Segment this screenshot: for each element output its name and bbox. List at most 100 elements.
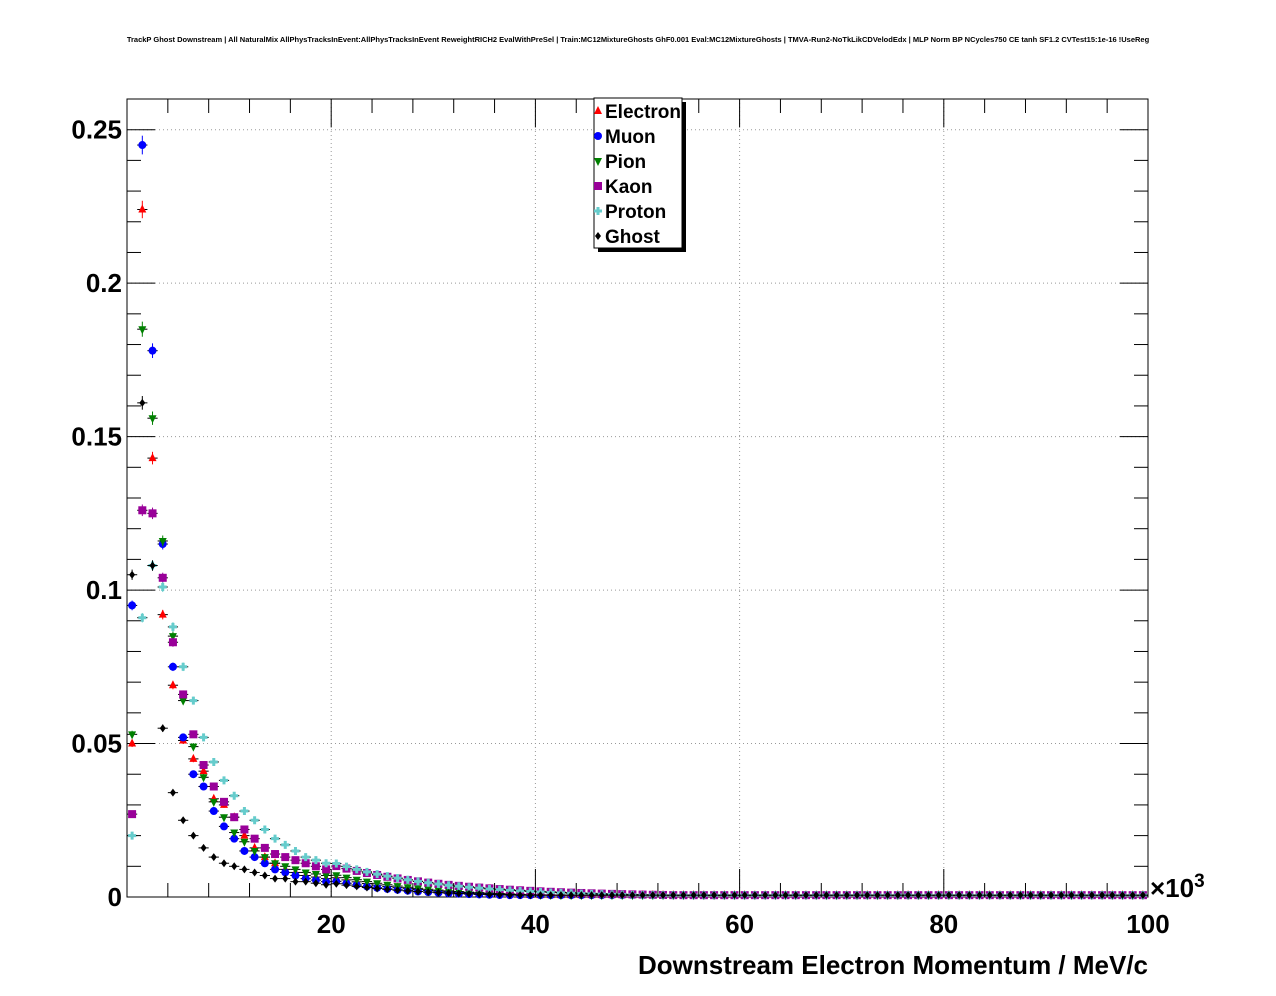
x-tick-label: 20 [317, 909, 346, 939]
data-point [271, 850, 280, 859]
data-point [1037, 891, 1044, 900]
data-point [486, 890, 493, 899]
x-tick-label: 80 [929, 909, 958, 939]
data-point [301, 853, 310, 862]
data-point [404, 886, 411, 895]
data-point [301, 869, 310, 878]
data-point [220, 859, 227, 868]
data-point [475, 884, 484, 893]
data-point [159, 724, 166, 733]
data-point [148, 509, 157, 518]
data-point [813, 891, 820, 900]
series-pion [127, 321, 1148, 901]
data-point [394, 886, 401, 895]
data-point [311, 870, 320, 879]
legend: Electron Muon Pion Kaon Proton Ghost [593, 97, 686, 252]
data-point [311, 856, 320, 865]
data-point [138, 506, 147, 515]
legend-label-ghost: Ghost [605, 227, 661, 248]
legend-marker-proton [594, 207, 602, 215]
data-point [179, 690, 188, 699]
y-tick-labels: 0 0.05 0.1 0.15 0.2 0.25 [71, 115, 122, 912]
data-point [128, 831, 137, 840]
data-point [138, 204, 147, 213]
data-point [158, 583, 167, 592]
data-point [179, 697, 188, 706]
data-point [608, 891, 615, 900]
data-point [148, 415, 157, 424]
data-point [129, 570, 136, 579]
data-point [455, 889, 462, 898]
data-point [966, 891, 973, 900]
x-tick-labels: 20 40 60 80 100 [317, 909, 1170, 939]
data-point [935, 891, 942, 900]
data-point [230, 834, 239, 843]
legend-marker-muon [594, 132, 602, 140]
data-point [802, 891, 809, 900]
data-point [291, 871, 300, 880]
data-point [465, 883, 474, 892]
data-point [629, 891, 636, 900]
series-kaon [127, 504, 1148, 900]
data-point [260, 843, 269, 852]
data-point [179, 662, 188, 671]
data-point [250, 834, 259, 843]
data-point [168, 638, 177, 647]
legend-marker-kaon [594, 182, 602, 190]
data-point [496, 890, 503, 899]
data-point [189, 730, 198, 739]
data-point [260, 825, 269, 834]
data-point [272, 874, 279, 883]
data-point [230, 791, 239, 800]
data-point [199, 782, 208, 791]
data-point [210, 853, 217, 862]
data-point [180, 816, 187, 825]
data-point [414, 887, 421, 896]
data-point [864, 891, 871, 900]
data-point [219, 814, 228, 823]
data-point [158, 609, 167, 618]
data-point [721, 891, 728, 900]
data-point [1099, 891, 1106, 900]
data-point [240, 807, 249, 816]
data-point [393, 874, 402, 883]
data-point [1119, 891, 1126, 900]
data-point [342, 874, 351, 883]
data-point [241, 865, 248, 874]
data-point [149, 561, 156, 570]
data-point [240, 846, 249, 855]
data-point [322, 865, 331, 874]
data-point [139, 398, 146, 407]
data-point [352, 865, 361, 874]
data-point [230, 813, 239, 822]
data-point [323, 880, 330, 889]
data-point [374, 884, 381, 893]
data-point [1027, 891, 1034, 900]
data-point [291, 846, 300, 855]
data-point [209, 757, 218, 766]
data-point [782, 891, 789, 900]
series-electron [127, 200, 1148, 899]
data-point [352, 876, 361, 885]
data-point [189, 743, 198, 752]
data-point [312, 879, 319, 888]
data-point [301, 859, 310, 868]
data-point [342, 862, 351, 871]
data-point [680, 891, 687, 900]
data-point [1129, 891, 1136, 900]
data-point [925, 891, 932, 900]
x-tick-label: 100 [1126, 909, 1169, 939]
data-point [158, 573, 167, 582]
data-point [148, 346, 157, 355]
data-point [516, 886, 525, 895]
data-point [271, 834, 280, 843]
x-tick-label: 40 [521, 909, 550, 939]
data-point [986, 891, 993, 900]
data-point [179, 733, 188, 742]
data-point [384, 885, 391, 894]
series-proton [127, 560, 1148, 900]
data-point [1017, 891, 1024, 900]
data-point [282, 874, 289, 883]
data-point [209, 798, 218, 807]
